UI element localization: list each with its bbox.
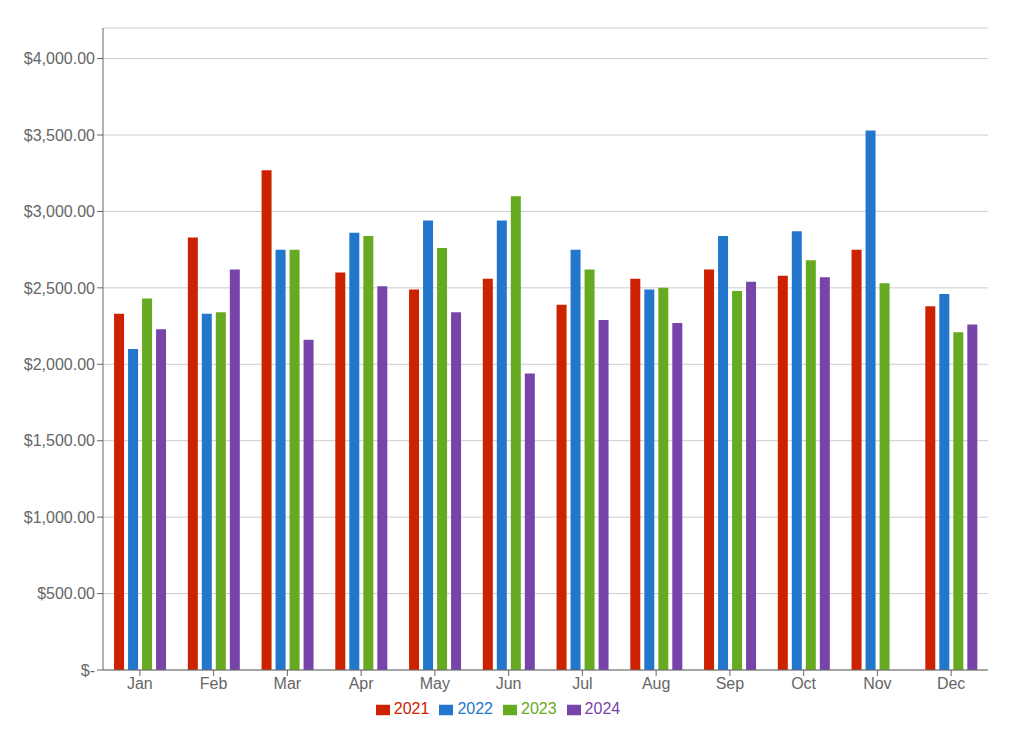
svg-text:Jul: Jul bbox=[572, 675, 592, 692]
svg-text:$3,500.00: $3,500.00 bbox=[24, 127, 95, 144]
svg-text:$1,000.00: $1,000.00 bbox=[24, 509, 95, 526]
svg-text:Jan: Jan bbox=[127, 675, 153, 692]
svg-text:May: May bbox=[420, 675, 450, 692]
svg-text:Apr: Apr bbox=[349, 675, 375, 692]
svg-text:Nov: Nov bbox=[863, 675, 891, 692]
html-text:2024: 2024 bbox=[584, 700, 621, 717]
svg-text:$2,000.00: $2,000.00 bbox=[24, 356, 95, 373]
html-text:2022: 2022 bbox=[457, 700, 493, 717]
svg-text:Jun: Jun bbox=[496, 675, 522, 692]
svg-text:Dec: Dec bbox=[937, 675, 965, 692]
svg-text:$2,500.00: $2,500.00 bbox=[24, 280, 95, 297]
svg-text:$3,000.00: $3,000.00 bbox=[24, 203, 95, 220]
svg-text:$1,500.00: $1,500.00 bbox=[24, 432, 95, 449]
svg-text:$500.00: $500.00 bbox=[37, 585, 95, 602]
svg-text:$4,000.00: $4,000.00 bbox=[24, 50, 95, 67]
svg-text:Oct: Oct bbox=[791, 675, 816, 692]
svg-text:Feb: Feb bbox=[200, 675, 228, 692]
svg-text:Sep: Sep bbox=[716, 675, 745, 692]
svg-text:Aug: Aug bbox=[642, 675, 670, 692]
html-text:2023: 2023 bbox=[521, 700, 557, 717]
html-text:2021: 2021 bbox=[393, 700, 430, 717]
svg-text:Mar: Mar bbox=[274, 675, 302, 692]
svg-text:$-: $- bbox=[81, 662, 95, 679]
